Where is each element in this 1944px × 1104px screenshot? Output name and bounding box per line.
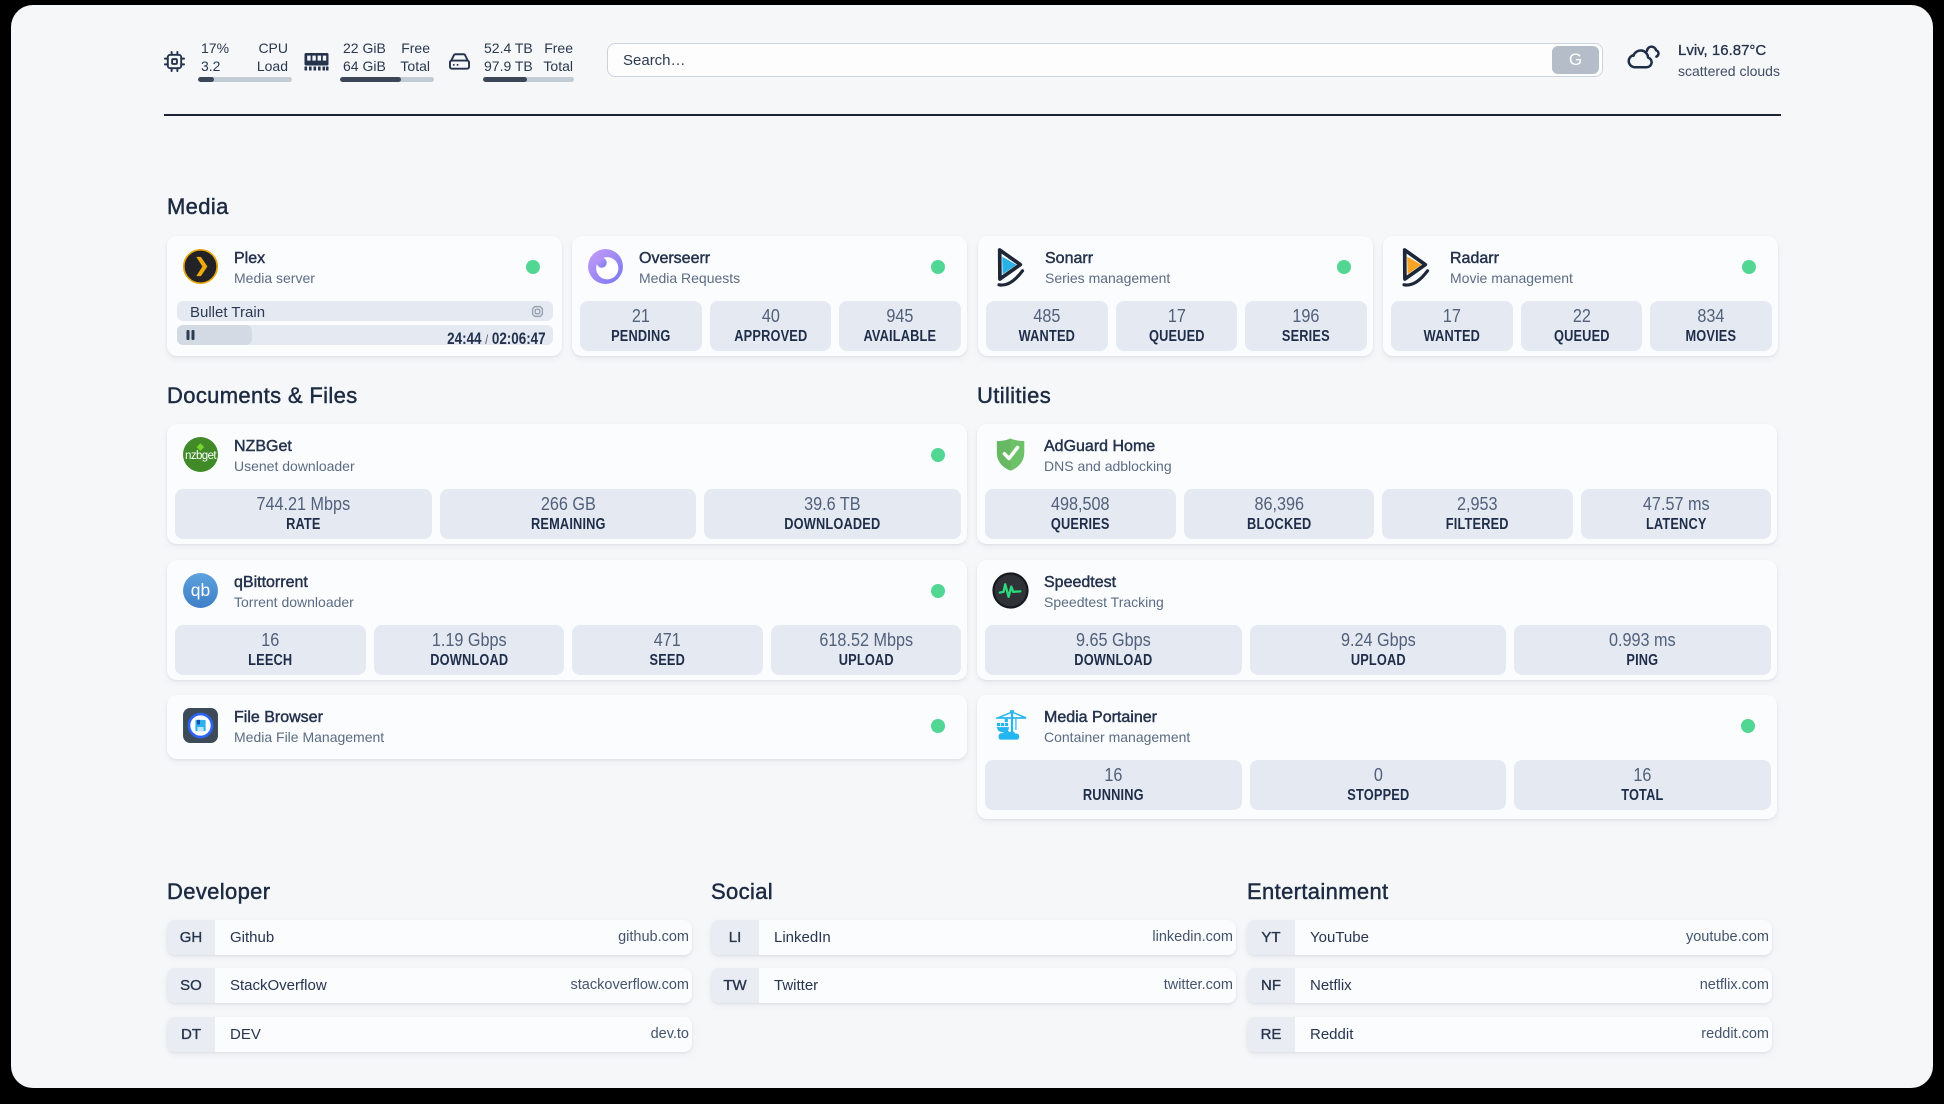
svg-text:qb: qb [191,580,210,600]
svg-text:nzbget: nzbget [185,450,217,462]
